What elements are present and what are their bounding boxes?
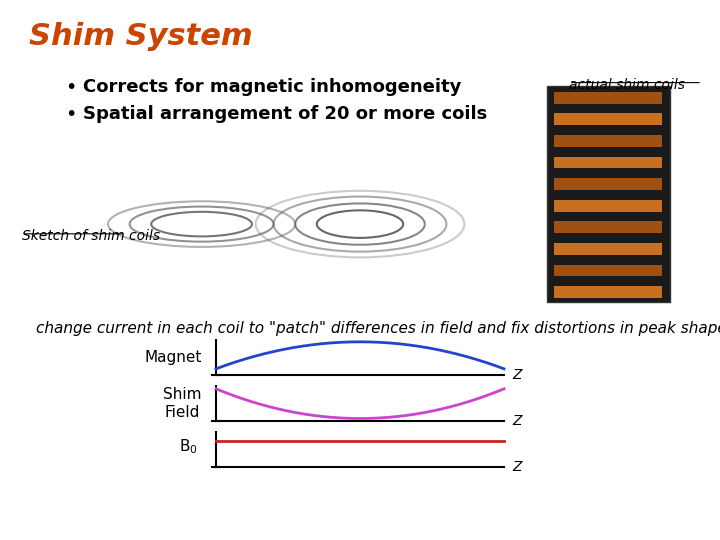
Bar bbox=[554, 265, 662, 276]
Text: B$_0$: B$_0$ bbox=[179, 437, 198, 456]
Text: Z: Z bbox=[513, 460, 522, 474]
Bar bbox=[554, 178, 662, 190]
Text: Z: Z bbox=[513, 414, 522, 428]
Bar bbox=[547, 86, 670, 302]
Text: Shim System: Shim System bbox=[29, 22, 253, 51]
Text: Shim
Field: Shim Field bbox=[163, 388, 202, 420]
Bar bbox=[554, 92, 662, 104]
Text: Corrects for magnetic inhomogeneity: Corrects for magnetic inhomogeneity bbox=[83, 78, 462, 96]
Bar bbox=[554, 157, 662, 168]
Bar bbox=[554, 286, 662, 298]
Text: Magnet: Magnet bbox=[144, 350, 202, 365]
Bar bbox=[554, 221, 662, 233]
Text: •: • bbox=[65, 105, 76, 124]
Bar bbox=[554, 200, 662, 212]
Bar bbox=[554, 243, 662, 255]
Text: Spatial arrangement of 20 or more coils: Spatial arrangement of 20 or more coils bbox=[83, 105, 487, 123]
Text: change current in each coil to "patch" differences in field and fix distortions : change current in each coil to "patch" d… bbox=[36, 321, 720, 336]
Bar bbox=[554, 135, 662, 147]
Bar bbox=[554, 113, 662, 125]
Text: Z: Z bbox=[513, 368, 522, 382]
Text: actual shim coils: actual shim coils bbox=[569, 78, 685, 92]
Text: Sketch of shim coils: Sketch of shim coils bbox=[22, 230, 160, 244]
Text: •: • bbox=[65, 78, 76, 97]
